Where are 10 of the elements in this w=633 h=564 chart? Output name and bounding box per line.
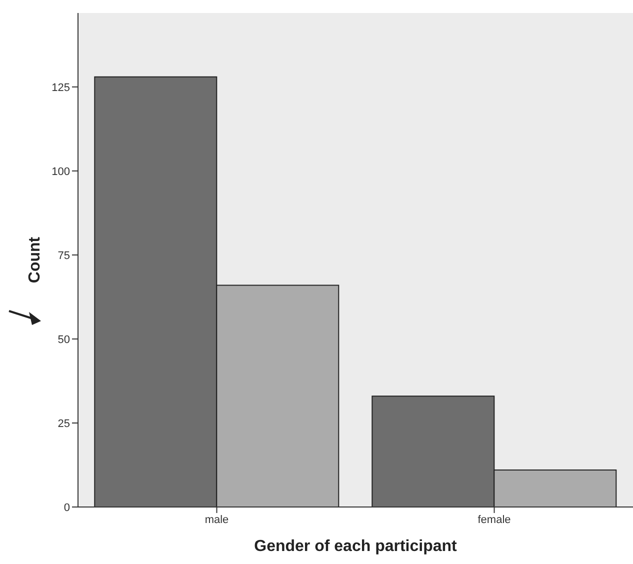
y-tick-label: 0	[64, 502, 70, 514]
x-tick-label: female	[478, 514, 511, 526]
x-tick-label: male	[204, 514, 229, 526]
y-axis-title: Count	[26, 236, 44, 284]
y-tick-label: 100	[52, 166, 70, 178]
y-tick-label: 75	[58, 250, 70, 262]
x-axis-title: Gender of each participant	[254, 538, 458, 555]
y-tick-label: 125	[52, 82, 70, 94]
y-tick-label: 25	[58, 418, 70, 430]
y-tick-label: 50	[58, 334, 70, 346]
